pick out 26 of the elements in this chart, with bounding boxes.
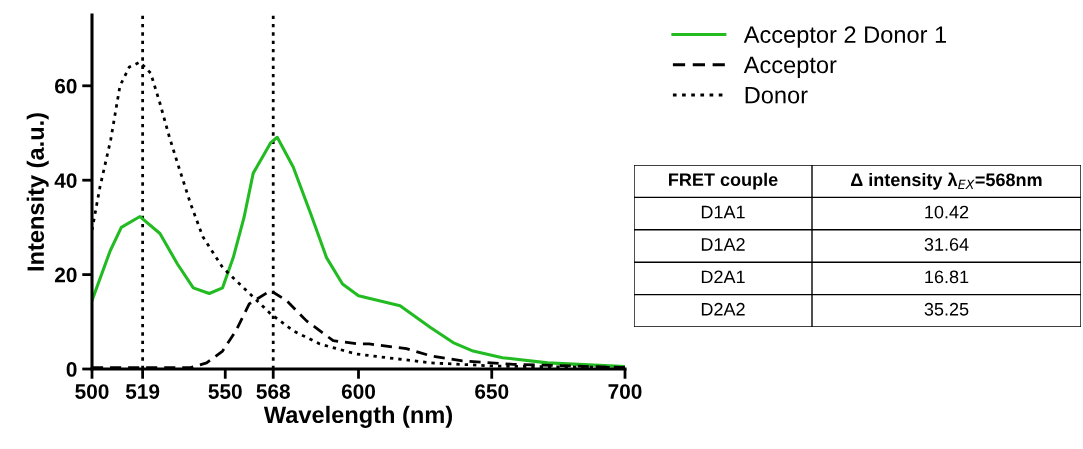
text: 35.25 xyxy=(924,302,969,316)
text: FRET couple xyxy=(669,172,778,190)
x-tick-label: 600 xyxy=(341,384,376,399)
y-axis-title: Intensity (a.u.) xyxy=(26,113,49,271)
text: 10.42 xyxy=(925,205,969,219)
text: D1A1 xyxy=(701,205,745,219)
x-tick-label: 650 xyxy=(475,384,509,399)
x-tick-label: 568 xyxy=(256,384,290,399)
text: 31.64 xyxy=(924,238,969,251)
text: D1A2 xyxy=(701,238,745,251)
y-tick-label: 60 xyxy=(55,78,77,94)
x-tick-label: 550 xyxy=(208,384,242,399)
y-tick-label: 0 xyxy=(66,362,77,377)
legend-label: Donor xyxy=(745,87,808,104)
y-tick-label: 20 xyxy=(54,267,77,283)
x-axis-title: Wavelength (nm) xyxy=(263,405,452,428)
text: D2A1 xyxy=(701,270,745,284)
x-tick-label: 519 xyxy=(125,384,160,399)
x-tick-label: 700 xyxy=(608,384,642,399)
text: 16.81 xyxy=(925,270,969,284)
x-tick-label: 500 xyxy=(75,384,109,399)
legend-label: Acceptor xyxy=(743,56,837,78)
legend-label: Acceptor 2 Donor 1 xyxy=(743,26,947,48)
y-tick-label: 40 xyxy=(54,173,77,188)
text: Δ intensity λ$_{EX}$=568nm xyxy=(850,172,1042,190)
text: D2A2 xyxy=(701,302,745,316)
